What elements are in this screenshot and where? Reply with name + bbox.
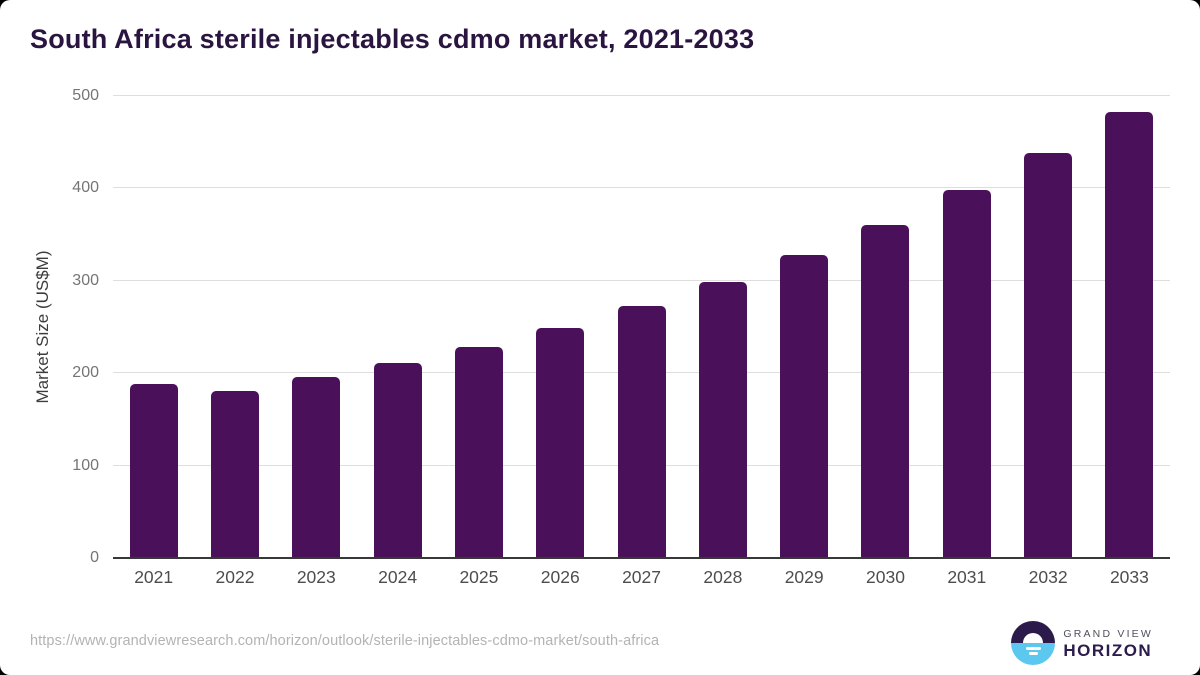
x-tick-label-2033: 2033 [1109, 567, 1149, 587]
bar-slot-2024 [357, 96, 438, 558]
bar-2026 [536, 327, 585, 558]
x-axis-labels: 2021 2022 2023 2024 2025 2026 2027 2028 2029 2030… [113, 567, 1170, 588]
x-tick-label-2027: 2027 [622, 567, 661, 587]
gridline-400 [113, 187, 1170, 189]
bar-slot-2033 [1089, 96, 1170, 558]
bar-slot-2025 [438, 96, 519, 558]
logo-brand-bottom: HORIZON [1063, 640, 1153, 660]
bar-slot-2032 [1007, 96, 1088, 558]
y-tick-label-100: 100 [72, 456, 99, 474]
x-tick-label-2024: 2024 [378, 567, 418, 587]
source-url: https://www.grandviewresearch.com/horizo… [30, 633, 660, 649]
y-tick-label-0: 0 [90, 549, 99, 566]
gridline-500 [113, 95, 1170, 96]
bar-2021 [129, 384, 178, 558]
y-tick-label-500: 500 [72, 87, 99, 104]
x-tick-label-2026: 2026 [540, 567, 580, 587]
x-tick-label-2025: 2025 [459, 567, 499, 587]
chart-title: South Africa sterile injectables cdmo ma… [30, 24, 755, 54]
bar-2032 [1024, 153, 1073, 558]
bar-slot-2028 [682, 96, 763, 558]
bar-2029 [780, 254, 829, 558]
bars [113, 96, 1170, 558]
bar-2030 [861, 225, 910, 558]
gridline-300 [113, 279, 1170, 281]
y-tick-label-300: 300 [72, 271, 99, 289]
logo-brand-top: GRAND VIEW [1063, 627, 1153, 640]
x-tick-label-2032: 2032 [1028, 567, 1068, 587]
x-tick-label-2021: 2021 [134, 567, 174, 587]
x-tick-label-2029: 2029 [784, 567, 824, 587]
y-axis-ticks: 0 100 200 300 400 500 [0, 87, 99, 566]
bar-slot-2021 [113, 96, 194, 558]
bar-2025 [454, 347, 503, 558]
y-tick-label-400: 400 [72, 179, 99, 197]
bar-slot-2027 [601, 96, 682, 558]
bar-slot-2022 [194, 96, 275, 558]
grand-view-horizon-logo: GRAND VIEW HORIZON [1011, 620, 1153, 666]
bar-2022 [210, 390, 259, 558]
x-tick-label-2023: 2023 [296, 567, 336, 587]
x-tick-label-2030: 2030 [866, 567, 905, 587]
bar-slot-2023 [276, 96, 357, 558]
bar-2023 [292, 376, 341, 558]
x-tick-label-2031: 2031 [947, 567, 987, 587]
plot-area [113, 95, 1170, 559]
horizon-sun-icon [1011, 621, 1056, 665]
x-tick-label-2028: 2028 [703, 567, 743, 587]
bar-2024 [373, 363, 422, 558]
x-axis-line [113, 557, 1170, 559]
bar-2031 [942, 190, 991, 558]
bar-slot-2030 [845, 96, 926, 558]
bar-slot-2026 [520, 96, 601, 558]
bar-slot-2031 [926, 96, 1007, 558]
bar-2028 [698, 281, 747, 558]
bar-slot-2029 [764, 96, 845, 558]
bar-2027 [617, 305, 666, 558]
x-tick-label-2022: 2022 [215, 567, 255, 587]
bar-2033 [1105, 111, 1154, 558]
logo-text: GRAND VIEW HORIZON [1063, 627, 1153, 660]
y-tick-label-200: 200 [72, 364, 99, 382]
